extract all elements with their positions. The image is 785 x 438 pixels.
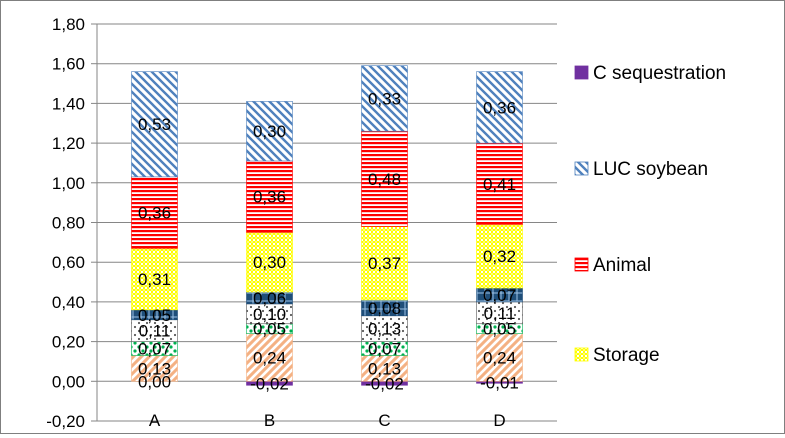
data-label: 0,07 (368, 340, 401, 359)
bar-segment-animal-C (361, 130, 408, 227)
bar-segment-s1-C (361, 355, 408, 382)
data-label: 0,33 (368, 89, 401, 108)
bar-segment-animal-B (246, 160, 293, 233)
legend-swatch-storage (574, 347, 589, 362)
y-tick-label: -0,20 (46, 412, 85, 431)
data-label: 0,05 (483, 320, 516, 339)
y-tick-label: 1,60 (52, 55, 85, 74)
data-label: 0,06 (253, 289, 286, 308)
data-label: 0,41 (483, 175, 516, 194)
x-tick-label: D (493, 411, 505, 430)
y-tick-label: 0,20 (52, 333, 85, 352)
bar-segment-s3-C (361, 315, 408, 342)
bar-segment-storage-A (131, 248, 178, 311)
data-label: 0,24 (253, 348, 286, 367)
data-label: 0,13 (138, 359, 171, 378)
bars (131, 65, 523, 386)
data-label: -0,01 (480, 373, 519, 392)
data-label: 0,13 (368, 320, 401, 339)
data-label: 0,11 (484, 304, 516, 323)
x-tick-label: C (378, 411, 390, 430)
bar-segment-storage-D (476, 224, 523, 289)
data-labels: 0,000,130,070,110,050,310,360,53-0,020,2… (138, 89, 519, 393)
legend-label-luc: LUC soybean (593, 159, 708, 180)
legend-swatch-animal (574, 257, 589, 272)
data-label: 0,36 (253, 188, 286, 207)
legend-label-storage: Storage (593, 345, 660, 366)
data-label: 0,53 (138, 115, 171, 134)
x-tick-label: B (264, 411, 275, 430)
legend-label-csq: C sequestration (593, 63, 726, 84)
data-label: 0,36 (138, 204, 171, 223)
data-label: -0,02 (365, 374, 404, 393)
data-label: 0,07 (483, 286, 516, 305)
bar-segment-storage-C (361, 226, 408, 301)
bar-segment-luc-B (246, 101, 293, 162)
data-label: 0,05 (253, 320, 286, 339)
bar-segment-luc-D (476, 71, 523, 144)
data-label: 0,36 (483, 98, 516, 117)
axes: -0,20 0,00 0,20 0,40 0,60 0,80 1,00 1,20 1,40 1,6… (46, 15, 505, 431)
y-tick-label: 0,60 (52, 253, 85, 272)
legend: C sequestration LUC soybean Animal Storage (574, 63, 726, 366)
data-label: 0,07 (138, 340, 171, 359)
data-label: 0,10 (253, 305, 286, 324)
bar-segment-animal-D (476, 142, 523, 225)
x-tick-label: A (149, 411, 161, 430)
bar-segment-luc-C (361, 65, 408, 132)
bar-segment-storage-B (246, 232, 293, 293)
data-label: 0,08 (368, 299, 401, 318)
y-tick-label: 0,40 (52, 293, 85, 312)
bar-segment-luc-A (131, 71, 178, 178)
bar-segment-s1-D (476, 333, 523, 382)
data-label: 0,37 (368, 254, 401, 273)
y-tick-label: 1,00 (52, 174, 85, 193)
data-label: 0,30 (253, 122, 286, 141)
legend-label-animal: Animal (593, 255, 651, 276)
y-tick-label: 1,80 (52, 15, 85, 34)
data-label: 0,48 (368, 170, 401, 189)
data-label: 0,11 (139, 322, 171, 341)
bar-segment-animal-A (131, 176, 178, 249)
data-label: -0,02 (250, 374, 289, 393)
data-label: 0,05 (138, 306, 171, 325)
y-tick-label: 0,80 (52, 214, 85, 233)
y-tick-label: 0,00 (52, 372, 85, 391)
legend-swatch-csq (574, 65, 589, 80)
data-label: 0,30 (253, 253, 286, 272)
data-label: 0,24 (483, 348, 516, 367)
data-label: 0,31 (138, 270, 171, 289)
y-tick-label: 1,20 (52, 134, 85, 153)
legend-swatch-luc (574, 161, 589, 176)
data-label: 0,32 (483, 247, 516, 266)
y-tick-label: 1,40 (52, 94, 85, 113)
data-label: 0,00 (138, 372, 171, 391)
bar-segment-s1-B (246, 333, 293, 382)
data-label: 0,13 (368, 359, 401, 378)
